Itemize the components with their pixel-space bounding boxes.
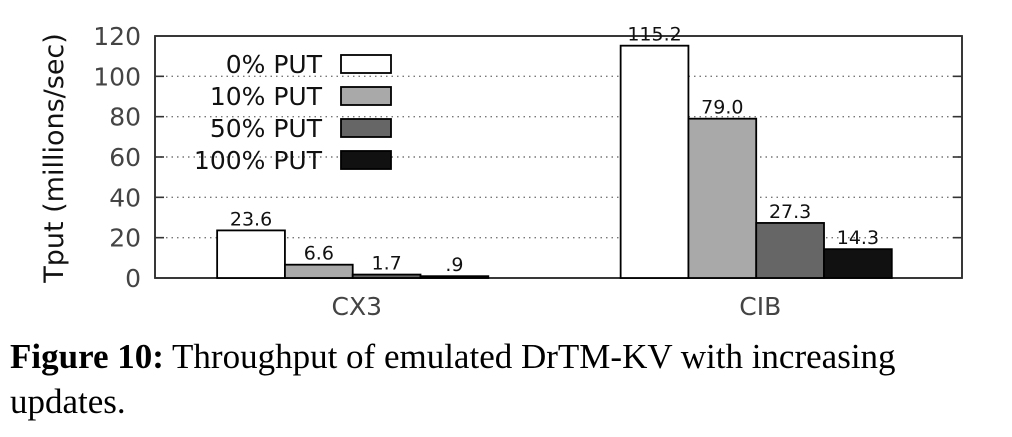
figure-caption: Figure 10: Throughput of emulated DrTM-K…: [10, 334, 1005, 424]
legend-swatch-100-put: [340, 150, 392, 170]
bar-cx3-50-put: [351, 273, 422, 279]
bar-cib-0-put: [619, 44, 690, 279]
data-labels: 23.6 6.6 1.7 .9 115.2 79.0 27.3 14.3: [230, 24, 879, 277]
y-tick-label-0: 0: [125, 264, 141, 293]
y-tick-label-120: 120: [93, 22, 141, 51]
data-label-cx3-0-put: 23.6: [230, 208, 272, 230]
y-tick-label-60: 60: [109, 143, 141, 172]
throughput-bar-chart: 0 20 40 60 80 100 120 23.6 6.6 1.7 .9 115.2 79.0 27.…: [39, 22, 963, 321]
y-tick-label-20: 20: [109, 224, 141, 253]
legend-label-50-put: 50% PUT: [210, 114, 323, 143]
data-label-cib-10-put: 79.0: [701, 97, 743, 119]
y-axis-ticks: 0 20 40 60 80 100 120: [93, 22, 962, 293]
y-tick-label-40: 40: [109, 183, 141, 212]
caption-text: Throughput of emulated DrTM-KV with incr…: [10, 337, 896, 421]
data-label-cib-100-put: 14.3: [837, 227, 879, 249]
data-label-cx3-10-put: 6.6: [304, 243, 334, 265]
legend-swatch-0-put: [340, 54, 392, 74]
caption-label: Figure 10:: [10, 337, 164, 376]
y-tick-label-80: 80: [109, 103, 141, 132]
bar-cx3-0-put: [216, 229, 286, 279]
legend: 0% PUT 10% PUT 50% PUT 100% PUT: [194, 50, 392, 175]
data-label-cx3-100-put: .9: [445, 254, 463, 276]
data-label-cx3-50-put: 1.7: [371, 253, 401, 275]
y-axis-label: Tput (millions/sec): [39, 33, 70, 284]
legend-swatch-10-put: [340, 86, 392, 106]
y-tick-label-100: 100: [93, 62, 141, 91]
category-label-cx3: CX3: [332, 292, 383, 321]
bars: [216, 44, 893, 279]
bar-cib-50-put: [755, 222, 825, 279]
data-label-cib-0-put: 115.2: [627, 24, 681, 46]
bar-cib-10-put: [687, 117, 758, 279]
bar-cib-100-put: [823, 248, 893, 279]
bar-cx3-100-put: [419, 275, 490, 279]
bar-cx3-10-put: [284, 263, 354, 279]
legend-label-10-put: 10% PUT: [210, 82, 323, 111]
data-label-cib-50-put: 27.3: [769, 201, 811, 223]
legend-label-0-put: 0% PUT: [226, 50, 323, 79]
legend-swatch-50-put: [340, 118, 392, 138]
category-labels: CX3 CIB: [332, 292, 782, 321]
category-label-cib: CIB: [739, 292, 781, 321]
gridlines: [155, 75, 962, 239]
legend-label-100-put: 100% PUT: [194, 146, 323, 175]
